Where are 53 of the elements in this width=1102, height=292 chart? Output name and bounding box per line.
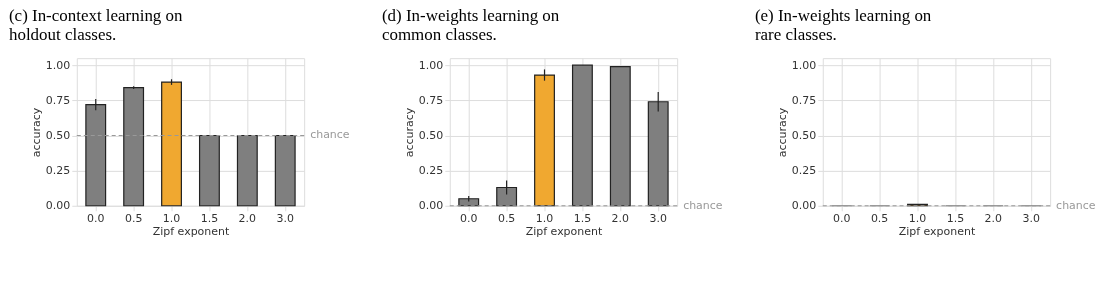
y-tick-label: 0.75: [791, 93, 817, 107]
bar: [85, 103, 107, 207]
ref-line-label: chance: [1056, 198, 1096, 212]
bar: [123, 87, 145, 207]
y-tick-label: 1.00: [791, 58, 817, 72]
y-tick-label: 1.00: [418, 58, 444, 72]
x-tick-label: 2.0: [984, 212, 1003, 226]
y-tick-label: 1.00: [45, 58, 71, 72]
chart-title: (e) In-weights learning on rare classes.: [754, 6, 932, 45]
y-tick-label: 0.00: [45, 199, 71, 213]
bar: [274, 134, 296, 207]
x-tick-label: 0.5: [870, 212, 889, 226]
y-tick-label: 0.25: [45, 164, 71, 178]
x-tick-label: 0.5: [124, 212, 143, 226]
x-tick-label: 2.0: [611, 212, 630, 226]
x-tick-label: 3.0: [276, 212, 294, 226]
x-tick-label: 0.0: [832, 212, 851, 226]
x-tick-label: 1.0: [162, 212, 181, 226]
x-tick-label: 1.5: [946, 212, 965, 226]
x-tick-label: 0.0: [87, 212, 105, 226]
x-tick-label: 0.5: [497, 212, 516, 226]
x-tick-label: 1.0: [908, 212, 927, 226]
y-tick-label: 0.50: [791, 128, 817, 142]
x-tick-label: 2.0: [238, 212, 257, 226]
y-axis-title: accuracy: [775, 107, 789, 158]
chart-title: (c) In-context learning on holdout classes.: [8, 6, 184, 45]
y-axis-title: accuracy: [402, 107, 416, 158]
bar: [161, 81, 182, 207]
y-tick-label: 0.00: [418, 199, 444, 213]
bar: [236, 134, 258, 207]
x-tick-label: 3.0: [1022, 212, 1040, 226]
x-axis-title: Zipf exponent: [898, 225, 976, 239]
y-tick-label: 0.50: [45, 128, 71, 142]
bar: [609, 66, 631, 207]
x-tick-label: 1.5: [573, 212, 592, 226]
chart-title: (d) In-weights learning on common classes.: [381, 6, 560, 45]
bar: [198, 134, 220, 207]
ref-line-label: chance: [683, 198, 723, 212]
y-tick-label: 0.25: [418, 164, 444, 178]
x-tick-label: 1.5: [200, 212, 219, 226]
x-axis-title: Zipf exponent: [525, 225, 603, 239]
x-tick-label: 0.0: [460, 212, 478, 226]
y-tick-label: 0.25: [791, 164, 817, 178]
x-tick-label: 1.0: [535, 212, 554, 226]
y-tick-label: 0.75: [418, 93, 444, 107]
bar: [571, 64, 593, 207]
ref-line-label: chance: [310, 128, 350, 142]
y-tick-label: 0.00: [791, 199, 817, 213]
x-axis-title: Zipf exponent: [152, 225, 230, 239]
y-axis-title: accuracy: [29, 107, 43, 158]
x-tick-label: 3.0: [649, 212, 667, 226]
y-tick-label: 0.50: [418, 128, 444, 142]
y-tick-label: 0.75: [45, 93, 71, 107]
